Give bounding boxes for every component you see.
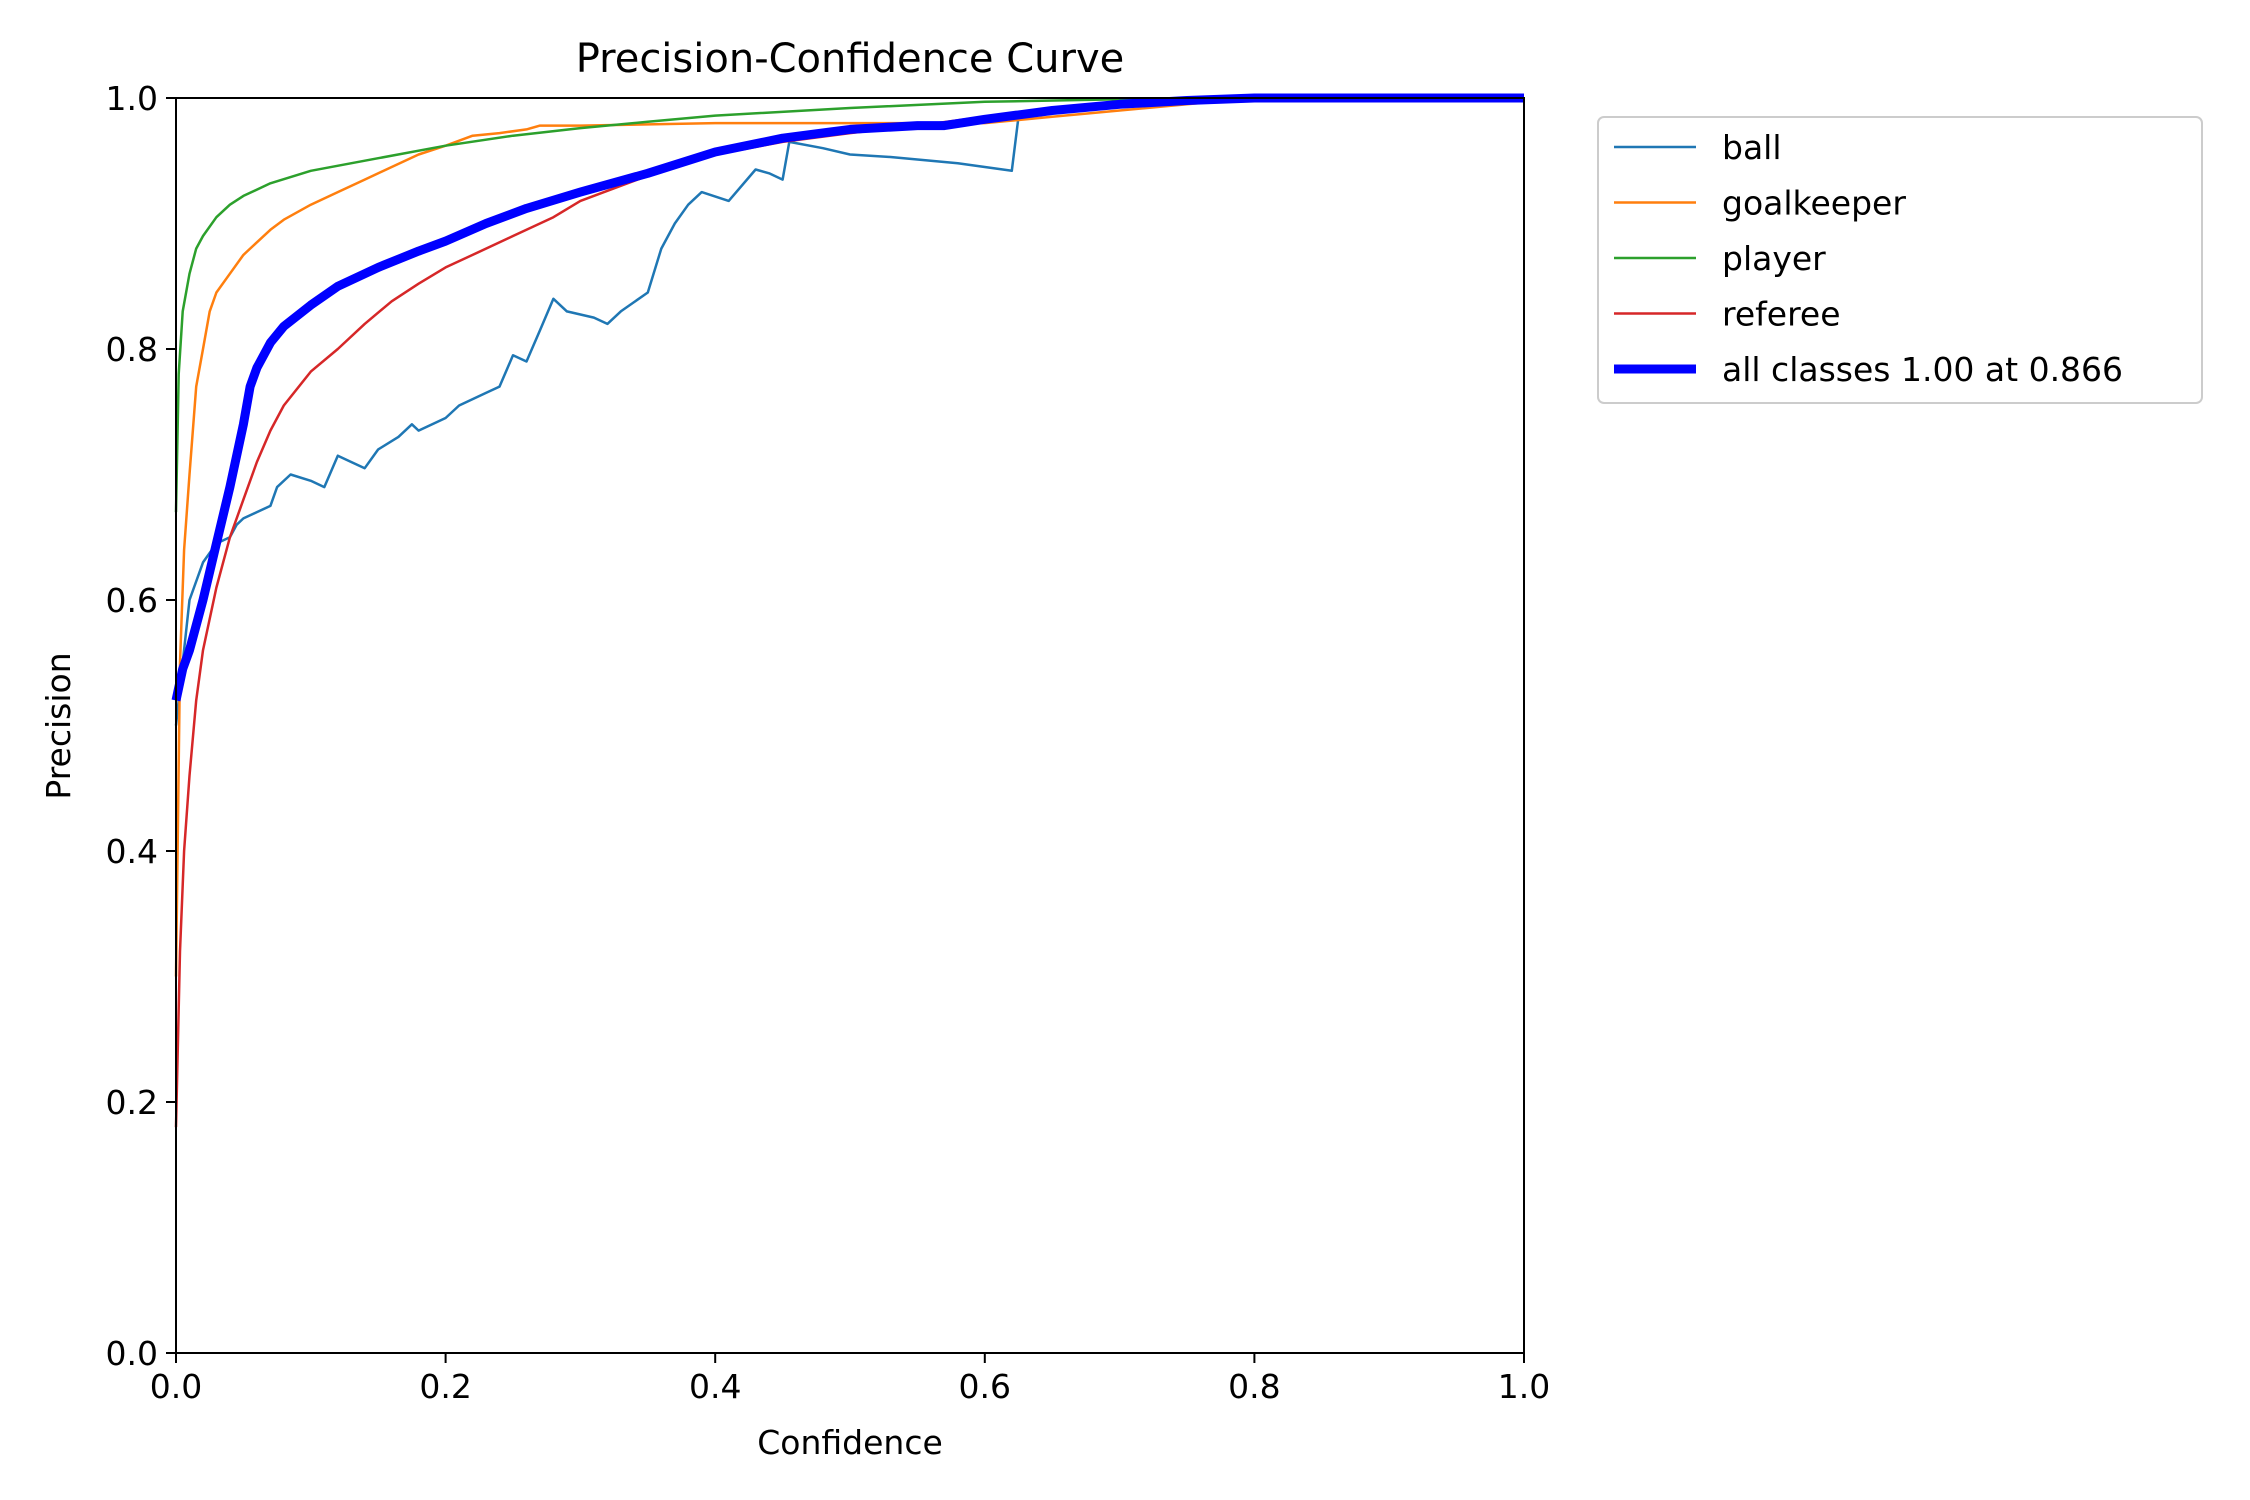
- legend-box: [1597, 116, 2203, 404]
- chart-title: Precision-Confidence Curve: [576, 36, 1125, 82]
- y-tick-label: 0.0: [106, 1334, 158, 1373]
- series-line-0: [174, 96, 1524, 726]
- y-tick-label: 0.8: [106, 330, 158, 369]
- x-axis-title: Confidence: [757, 1423, 943, 1462]
- series-line-1: [174, 96, 1524, 977]
- legend-items: ball goalkeeper player referee all classes 1…: [1614, 128, 2123, 389]
- y-axis: 0.0 0.2 0.4 0.6 0.8 1.0: [106, 79, 176, 1373]
- series-line-2: [174, 96, 1524, 513]
- y-tick-label: 0.4: [106, 832, 158, 871]
- series-line-4: [171, 93, 1524, 702]
- x-tick-label: 1.0: [1498, 1367, 1550, 1406]
- legend-label: player: [1722, 239, 1826, 278]
- x-tick-label: 0.2: [419, 1367, 471, 1406]
- legend-label: ball: [1722, 128, 1782, 167]
- series-layer: [171, 93, 1524, 1128]
- x-tick-label: 0.0: [150, 1367, 202, 1406]
- legend: ball goalkeeper player referee all classes 1…: [1597, 116, 2203, 404]
- legend-label: goalkeeper: [1722, 184, 1906, 223]
- y-tick-label: 0.6: [106, 581, 158, 620]
- x-tick-label: 0.8: [1228, 1367, 1280, 1406]
- legend-label: referee: [1722, 295, 1841, 334]
- y-tick-label: 0.2: [106, 1083, 158, 1122]
- y-tick-label: 1.0: [106, 79, 158, 118]
- x-tick-label: 0.4: [689, 1367, 741, 1406]
- series-line-3: [174, 96, 1524, 1128]
- x-tick-label: 0.6: [959, 1367, 1011, 1406]
- legend-label: all classes 1.00 at 0.866: [1722, 350, 2123, 389]
- y-axis-title: Precision: [39, 652, 78, 799]
- plot-area: [171, 93, 1525, 1354]
- plot-frame: [175, 97, 1525, 1354]
- x-axis: 0.0 0.2 0.4 0.6 0.8 1.0: [150, 1353, 1550, 1406]
